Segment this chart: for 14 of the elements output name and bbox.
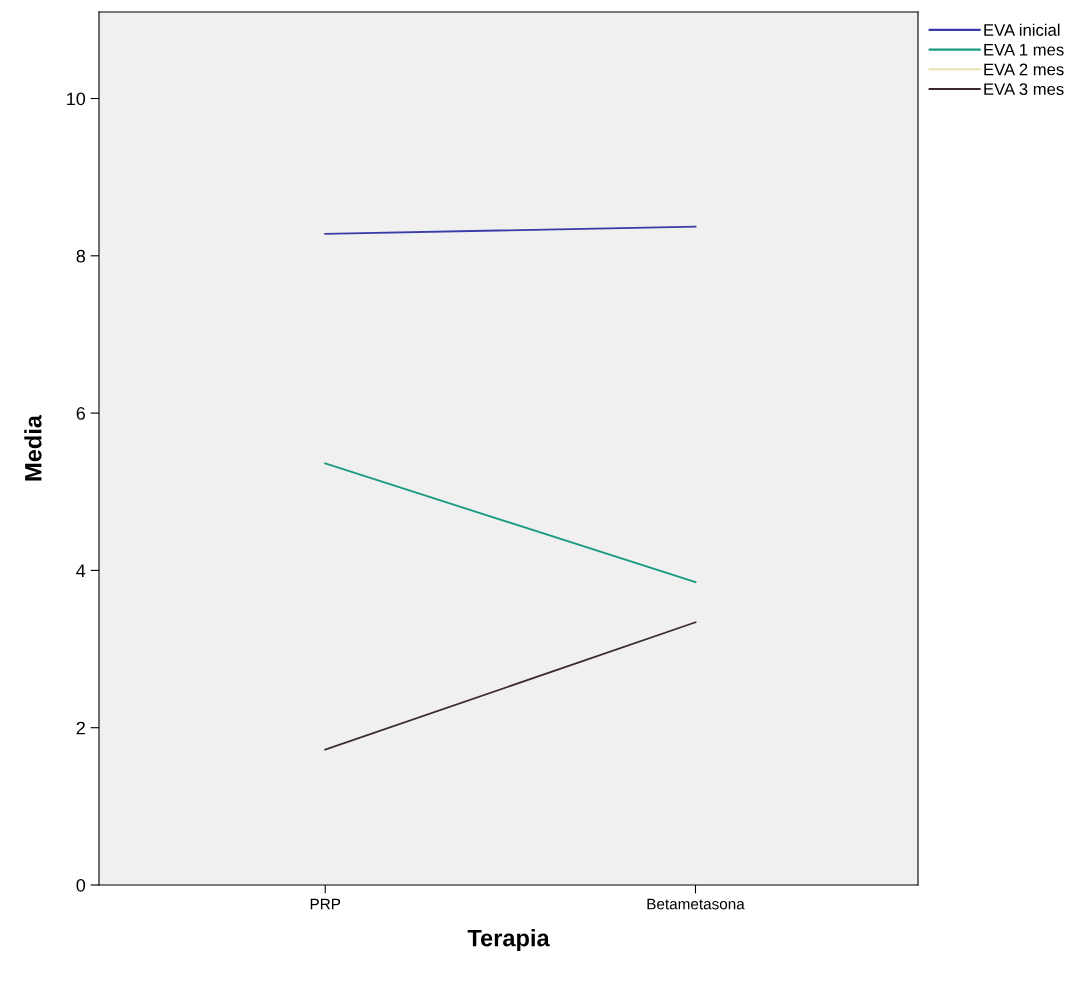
x-axis-title: Terapia [467,929,550,952]
y-tick-label: 8 [76,249,86,263]
y-axis-title: Media [24,414,42,481]
legend-label: EVA 2 mes [984,63,1064,76]
y-tick-label: 6 [76,407,86,420]
legend-label: EVA inicial [984,23,1060,36]
y-tick-label: 4 [76,564,86,577]
legend-label: EVA 3 mes [984,83,1064,96]
y-tick-label: 2 [76,721,85,735]
y-tick-label: 0 [76,878,86,892]
x-tick-label: Betametasona [647,898,745,910]
x-tick-label: PRP [310,898,341,910]
y-tick-label: 10 [67,92,86,106]
legend-label: EVA 1 mes [984,43,1064,56]
